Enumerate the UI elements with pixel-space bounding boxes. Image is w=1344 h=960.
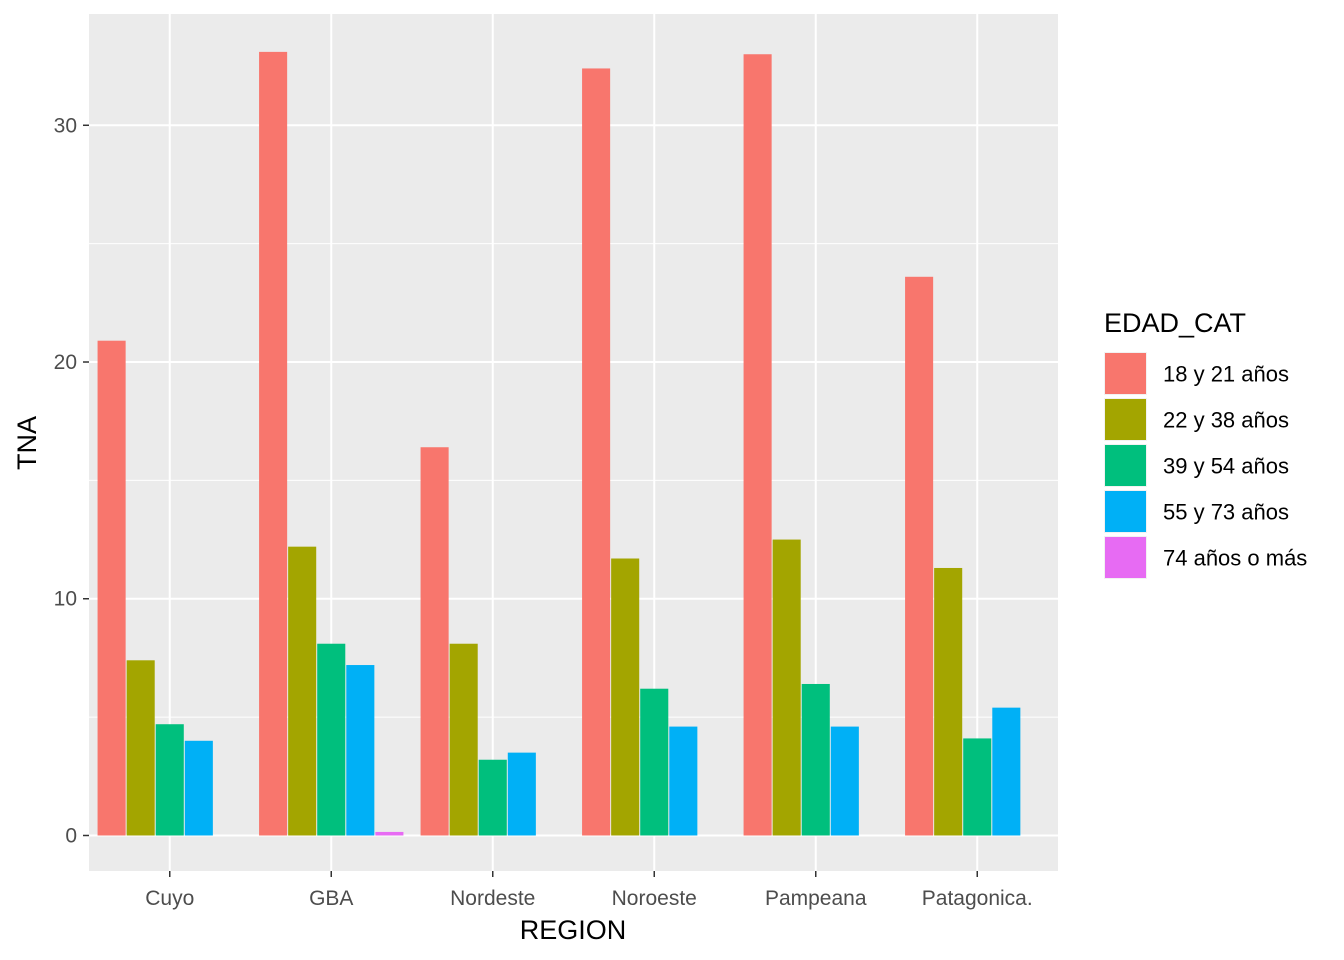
legend-label: 74 años o más <box>1163 546 1307 571</box>
legend-key <box>1105 445 1146 486</box>
bar <box>992 707 1021 836</box>
bar <box>449 643 478 836</box>
bar <box>669 726 698 836</box>
bars <box>97 51 1021 836</box>
bar <box>155 724 184 836</box>
bar <box>772 539 801 836</box>
bar <box>611 558 640 836</box>
x-axis-title: REGION <box>520 915 627 945</box>
x-tick-label: Noroeste <box>612 887 697 910</box>
legend-key <box>1105 491 1146 532</box>
x-tick-label: Cuyo <box>145 887 194 910</box>
bar <box>934 567 963 836</box>
bar <box>420 447 449 836</box>
bar <box>375 831 404 836</box>
legend-label: 18 y 21 años <box>1163 362 1289 387</box>
legend-title: EDAD_CAT <box>1104 308 1246 338</box>
legend-label: 39 y 54 años <box>1163 454 1289 479</box>
x-tick-label: GBA <box>309 887 353 910</box>
legend-key <box>1105 537 1146 578</box>
bar <box>640 688 669 836</box>
bar <box>830 726 859 836</box>
y-axis: 0 10 20 30 <box>54 114 89 847</box>
bar <box>743 54 772 836</box>
bar <box>97 340 126 836</box>
bar <box>288 546 317 836</box>
bar <box>478 759 507 836</box>
legend-label: 22 y 38 años <box>1163 408 1289 433</box>
legend: EDAD_CAT 18 y 21 años 22 y 38 años 39 y 54… <box>1104 308 1307 579</box>
bar <box>346 665 375 836</box>
legend-label: 55 y 73 años <box>1163 500 1289 525</box>
x-axis: Cuyo GBA Nordeste Noroeste Pampeana Patagonic… <box>145 871 1033 910</box>
bar <box>963 738 992 836</box>
x-tick-label: Nordeste <box>450 887 535 910</box>
bar <box>317 643 346 836</box>
bar <box>905 276 934 836</box>
y-tick-label: 20 <box>54 351 77 374</box>
bar <box>801 683 830 836</box>
y-tick-label: 0 <box>65 824 77 847</box>
bar <box>184 740 213 836</box>
y-tick-label: 30 <box>54 114 77 137</box>
legend-key <box>1105 399 1146 440</box>
x-tick-label: Pampeana <box>765 887 867 910</box>
y-tick-label: 10 <box>54 588 77 611</box>
legend-key <box>1105 353 1146 394</box>
bar <box>507 752 536 836</box>
bar <box>582 68 611 836</box>
x-tick-label: Patagonica. <box>922 887 1033 910</box>
panel-background <box>89 14 1058 871</box>
y-axis-title: TNA <box>12 416 42 470</box>
grid-minor <box>89 243 1058 718</box>
bar <box>126 660 155 836</box>
bar <box>259 51 288 836</box>
